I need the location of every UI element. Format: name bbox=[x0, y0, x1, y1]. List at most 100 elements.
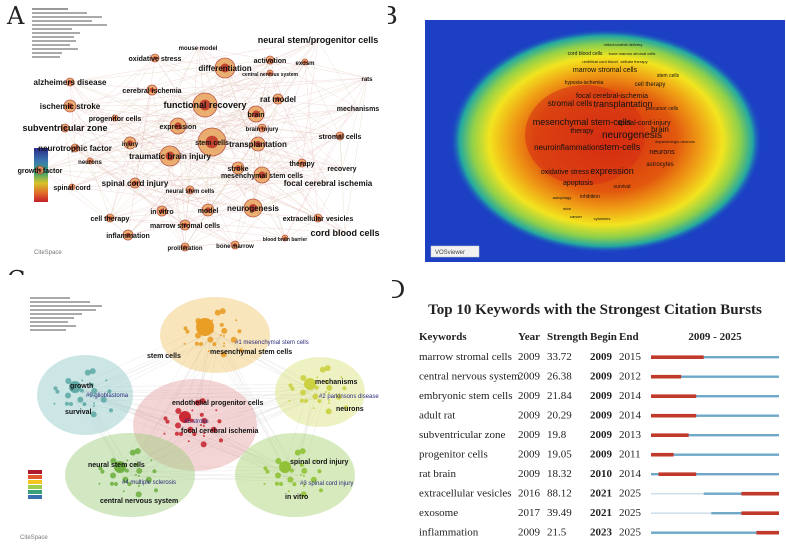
keyword-label: transplantation bbox=[229, 140, 287, 149]
year-cell: 2017 bbox=[518, 507, 541, 519]
strength-cell: 19.05 bbox=[547, 449, 572, 461]
keyword-label: neural stem cells bbox=[166, 189, 215, 195]
end-cell: 2014 bbox=[619, 468, 642, 480]
timeline-active-segment bbox=[651, 414, 779, 417]
end-cell: 2025 bbox=[619, 527, 642, 539]
end-cell: 2015 bbox=[619, 351, 642, 363]
keyword-label: central nervous system bbox=[100, 498, 178, 505]
panel-a-network: neural stem/progenitor cells mouse model o… bbox=[18, 6, 388, 260]
density-label: marrow stromal cells bbox=[573, 67, 638, 74]
burst-row: rat brain 2009 18.32 2010 2014 bbox=[419, 468, 779, 480]
keyword-label: neurogenesis bbox=[227, 204, 280, 213]
density-label: hypoxia-ischemia bbox=[565, 80, 604, 86]
begin-cell: 2021 bbox=[590, 488, 612, 500]
keyword-label: in vitro bbox=[150, 209, 173, 216]
citespace-logo-a: CiteSpace bbox=[34, 250, 62, 256]
density-label: stem-cells bbox=[600, 142, 641, 152]
keyword-cell: subventricular zone bbox=[419, 429, 506, 441]
keyword-label: subventricular zone bbox=[22, 123, 107, 133]
begin-cell: 2009 bbox=[590, 351, 613, 363]
keyword-label: growth factor bbox=[18, 168, 63, 175]
keyword-label: progenitor cells bbox=[89, 116, 142, 123]
panel-c-color-legend bbox=[28, 470, 42, 499]
burst-row: exosome 2017 39.49 2021 2025 bbox=[419, 507, 779, 519]
keyword-label: exosm bbox=[295, 61, 314, 67]
density-label: mitochondrial delivery bbox=[604, 42, 643, 47]
cluster-label: #4 multiple sclerosis bbox=[122, 480, 176, 486]
begin-cell: 2009 bbox=[590, 410, 613, 422]
density-label: therapy bbox=[570, 128, 594, 135]
keyword-label: marrow stromal cells bbox=[150, 223, 220, 230]
density-label: mice bbox=[563, 206, 572, 211]
keyword-label: cerebral ischemia bbox=[122, 88, 181, 95]
burst-table: Keywords Year Strength Begin End 2009 - 2025 … bbox=[419, 331, 779, 539]
density-label: spinal-cord-injury bbox=[617, 120, 671, 127]
keyword-label: cell therapy bbox=[91, 216, 130, 223]
burst-table-header: Keywords Year Strength Begin End 2009 - 2025 bbox=[419, 331, 742, 343]
burst-table-rows: marrow stromal cells 2009 33.72 2009 2015 cen… bbox=[419, 351, 779, 539]
keyword-label: recovery bbox=[327, 166, 356, 173]
panel-a-labels: neural stem/progenitor cells mouse model o… bbox=[18, 35, 380, 252]
end-cell: 2014 bbox=[619, 390, 642, 402]
cluster-label: #2 parkinsons disease bbox=[319, 394, 379, 400]
density-label: mesenchymal stem-cells bbox=[533, 117, 632, 127]
burst-bar bbox=[651, 394, 697, 398]
year-cell: 2009 bbox=[518, 371, 541, 383]
year-cell: 2009 bbox=[518, 410, 541, 422]
cluster-label: #0 glioblastoma bbox=[86, 393, 129, 399]
keyword-label: endothelial progenitor cells bbox=[172, 400, 264, 407]
keyword-label: differentiation bbox=[198, 64, 251, 73]
year-cell: 2016 bbox=[518, 488, 541, 500]
panel-c-cluster-hulls bbox=[37, 297, 365, 517]
keyword-label: neurons bbox=[78, 160, 102, 166]
panel-c-labels: mesenchymal stem cells stem cells mechanis… bbox=[65, 349, 364, 505]
panel-a-header-lines bbox=[32, 8, 107, 58]
keyword-label: alzheimers disease bbox=[34, 78, 107, 87]
panel-a-edges bbox=[39, 39, 368, 248]
density-label: cellular therapy bbox=[620, 59, 647, 64]
keyword-label: blood brain barrier bbox=[263, 237, 308, 243]
year-cell: 2009 bbox=[518, 429, 541, 441]
year-cell: 2009 bbox=[518, 351, 541, 363]
burst-bar bbox=[741, 491, 779, 496]
cluster-label: #5 stroke bbox=[184, 419, 209, 425]
keyword-label: rat model bbox=[260, 95, 296, 104]
burst-bar bbox=[651, 433, 689, 437]
density-label: cell therapy bbox=[635, 82, 666, 88]
column-header: Strength bbox=[547, 331, 588, 343]
column-header: 2009 - 2025 bbox=[688, 331, 742, 343]
keyword-label: oxidative stress bbox=[129, 56, 182, 63]
begin-cell: 2009 bbox=[590, 371, 613, 383]
density-label: cord blood cells bbox=[568, 51, 603, 57]
burst-row: embryonic stem cells 2009 21.84 2009 2014 bbox=[419, 390, 779, 402]
keyword-cell: inflammation bbox=[419, 527, 479, 539]
panel-a-nodes bbox=[35, 53, 345, 252]
keyword-label: spinal cord injury bbox=[290, 459, 348, 466]
burst-row: marrow stromal cells 2009 33.72 2009 2015 bbox=[419, 351, 779, 363]
burst-bar bbox=[651, 413, 697, 418]
end-cell: 2025 bbox=[619, 488, 642, 500]
year-cell: 2009 bbox=[518, 449, 541, 461]
burst-row: extracellular vesicles 2016 88.12 2021 2025 bbox=[419, 488, 779, 500]
begin-cell: 2021 bbox=[590, 507, 612, 519]
begin-cell: 2010 bbox=[590, 468, 613, 480]
density-label: dopaminergic-neurons bbox=[655, 139, 695, 144]
keyword-label: survival bbox=[65, 409, 92, 416]
keyword-label: neurotrophic factor bbox=[38, 144, 112, 153]
cluster-label: #1 mesenchymal stem cells bbox=[235, 340, 309, 346]
keyword-label: spinal cord injury bbox=[102, 179, 169, 188]
keyword-label: mouse model bbox=[179, 46, 218, 52]
keyword-label: neurons bbox=[336, 406, 364, 413]
keyword-label: stroke bbox=[227, 166, 248, 173]
strength-cell: 88.12 bbox=[547, 488, 572, 500]
strength-cell: 21.84 bbox=[547, 390, 572, 402]
keyword-label: model bbox=[198, 208, 219, 215]
year-cell: 2009 bbox=[518, 468, 541, 480]
timeline-active-segment bbox=[651, 473, 779, 476]
density-label: inhibition bbox=[580, 194, 600, 200]
keyword-cell: exosome bbox=[419, 507, 458, 519]
density-label: expression bbox=[590, 166, 634, 176]
density-label: umbilical cord blood bbox=[582, 59, 617, 64]
keyword-label: mechanisms bbox=[315, 379, 358, 386]
